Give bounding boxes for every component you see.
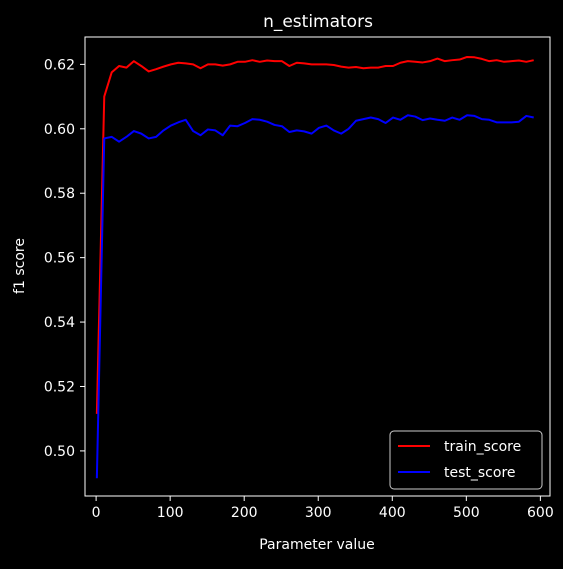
series-line-test-score — [95, 114, 534, 479]
axis-ticks: 0 100 200 300 400 500 600 0.50 0.52 0.54 0.56 0.58 0… — [44, 57, 554, 521]
y-axis-label: f1 score — [12, 238, 28, 294]
x-axis-label: Parameter value — [259, 537, 375, 553]
y-tick-label: 0.54 — [44, 315, 75, 331]
legend-label-test-score: test_score — [444, 465, 516, 481]
x-tick-label: 400 — [379, 505, 406, 521]
x-tick-label: 200 — [231, 505, 258, 521]
y-tick-label: 0.58 — [44, 186, 75, 202]
x-tick-label: 600 — [527, 505, 554, 521]
plot-lines — [95, 55, 534, 479]
legend: train_score test_score — [389, 430, 543, 490]
y-tick-label: 0.56 — [44, 251, 75, 267]
y-tick-label: 0.60 — [44, 122, 75, 138]
legend-label-train-score: train_score — [444, 439, 521, 455]
x-tick-label: 300 — [305, 505, 332, 521]
chart-title: n_estimators — [263, 12, 373, 32]
series-line-train-score — [95, 55, 534, 414]
x-tick-label: 500 — [453, 505, 480, 521]
x-tick-label: 0 — [92, 505, 101, 521]
x-tick-label: 100 — [157, 505, 184, 521]
axes-frame — [84, 36, 551, 497]
y-tick-label: 0.50 — [44, 444, 75, 460]
y-tick-label: 0.52 — [44, 379, 75, 395]
y-tick-label: 0.62 — [44, 57, 75, 73]
